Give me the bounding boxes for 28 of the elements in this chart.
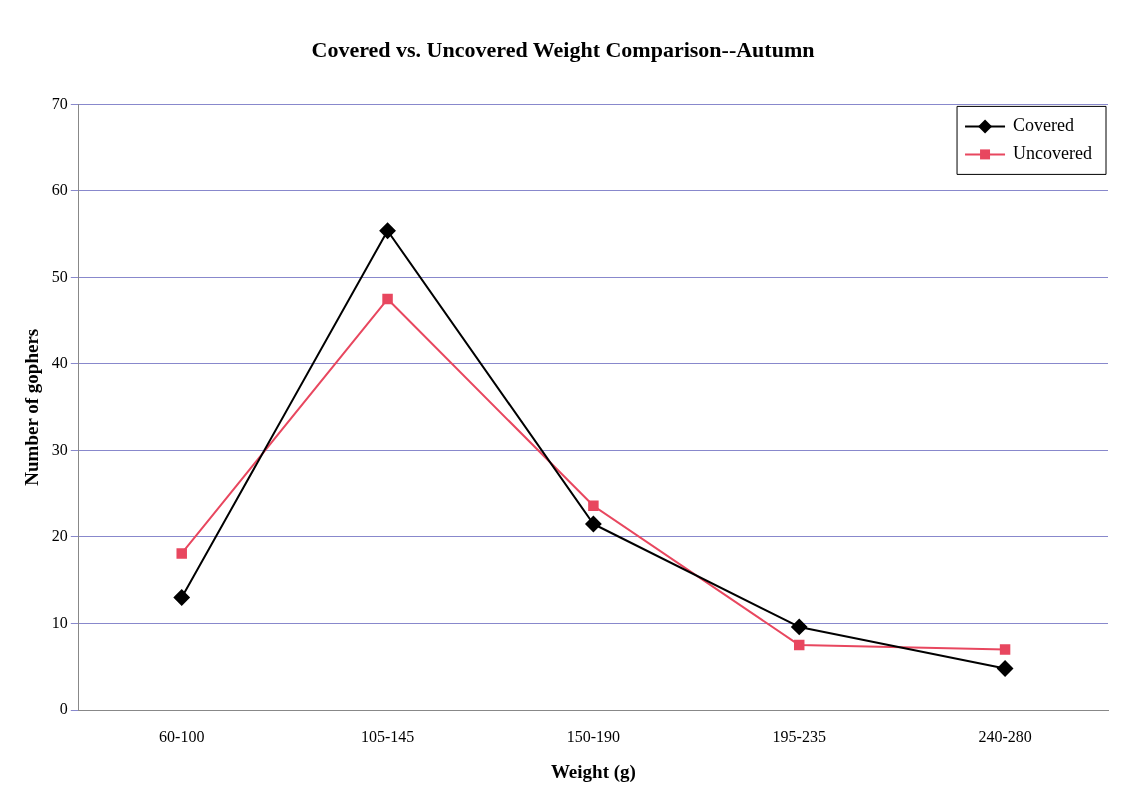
point [588, 500, 599, 512]
x-tick-label: 150-190 [566, 727, 621, 745]
point [379, 222, 396, 239]
legend-label: Uncovered [1013, 143, 1093, 164]
y-axis-title: Number of gophers [21, 328, 43, 486]
x-tick-label: 60-100 [159, 727, 205, 745]
point [999, 644, 1011, 655]
y-tick-label: 20 [51, 527, 68, 545]
x-tick-label: 105-145 [360, 727, 415, 745]
y-tick-label: 50 [51, 267, 68, 285]
legend-label: Covered [1013, 115, 1075, 136]
point [794, 639, 805, 651]
point [585, 515, 602, 532]
point [791, 618, 808, 635]
point [997, 660, 1014, 677]
point [173, 589, 190, 606]
y-tick-label: 70 [51, 94, 68, 112]
y-tick-label: 0 [59, 700, 68, 718]
x-axis-title: Weight (g) [550, 760, 636, 783]
y-tick-label: 60 [51, 181, 68, 199]
y-tick-label: 30 [51, 440, 68, 458]
y-tick-label: 40 [51, 354, 68, 372]
chart-title: Covered vs. Uncovered Weight Comparison--Autumn [311, 36, 815, 62]
point [382, 293, 393, 305]
y-tick-label: 10 [51, 613, 68, 631]
x-tick-label: 195-235 [772, 727, 826, 745]
point [176, 548, 187, 559]
x-tick-label: 240-280 [978, 727, 1032, 745]
